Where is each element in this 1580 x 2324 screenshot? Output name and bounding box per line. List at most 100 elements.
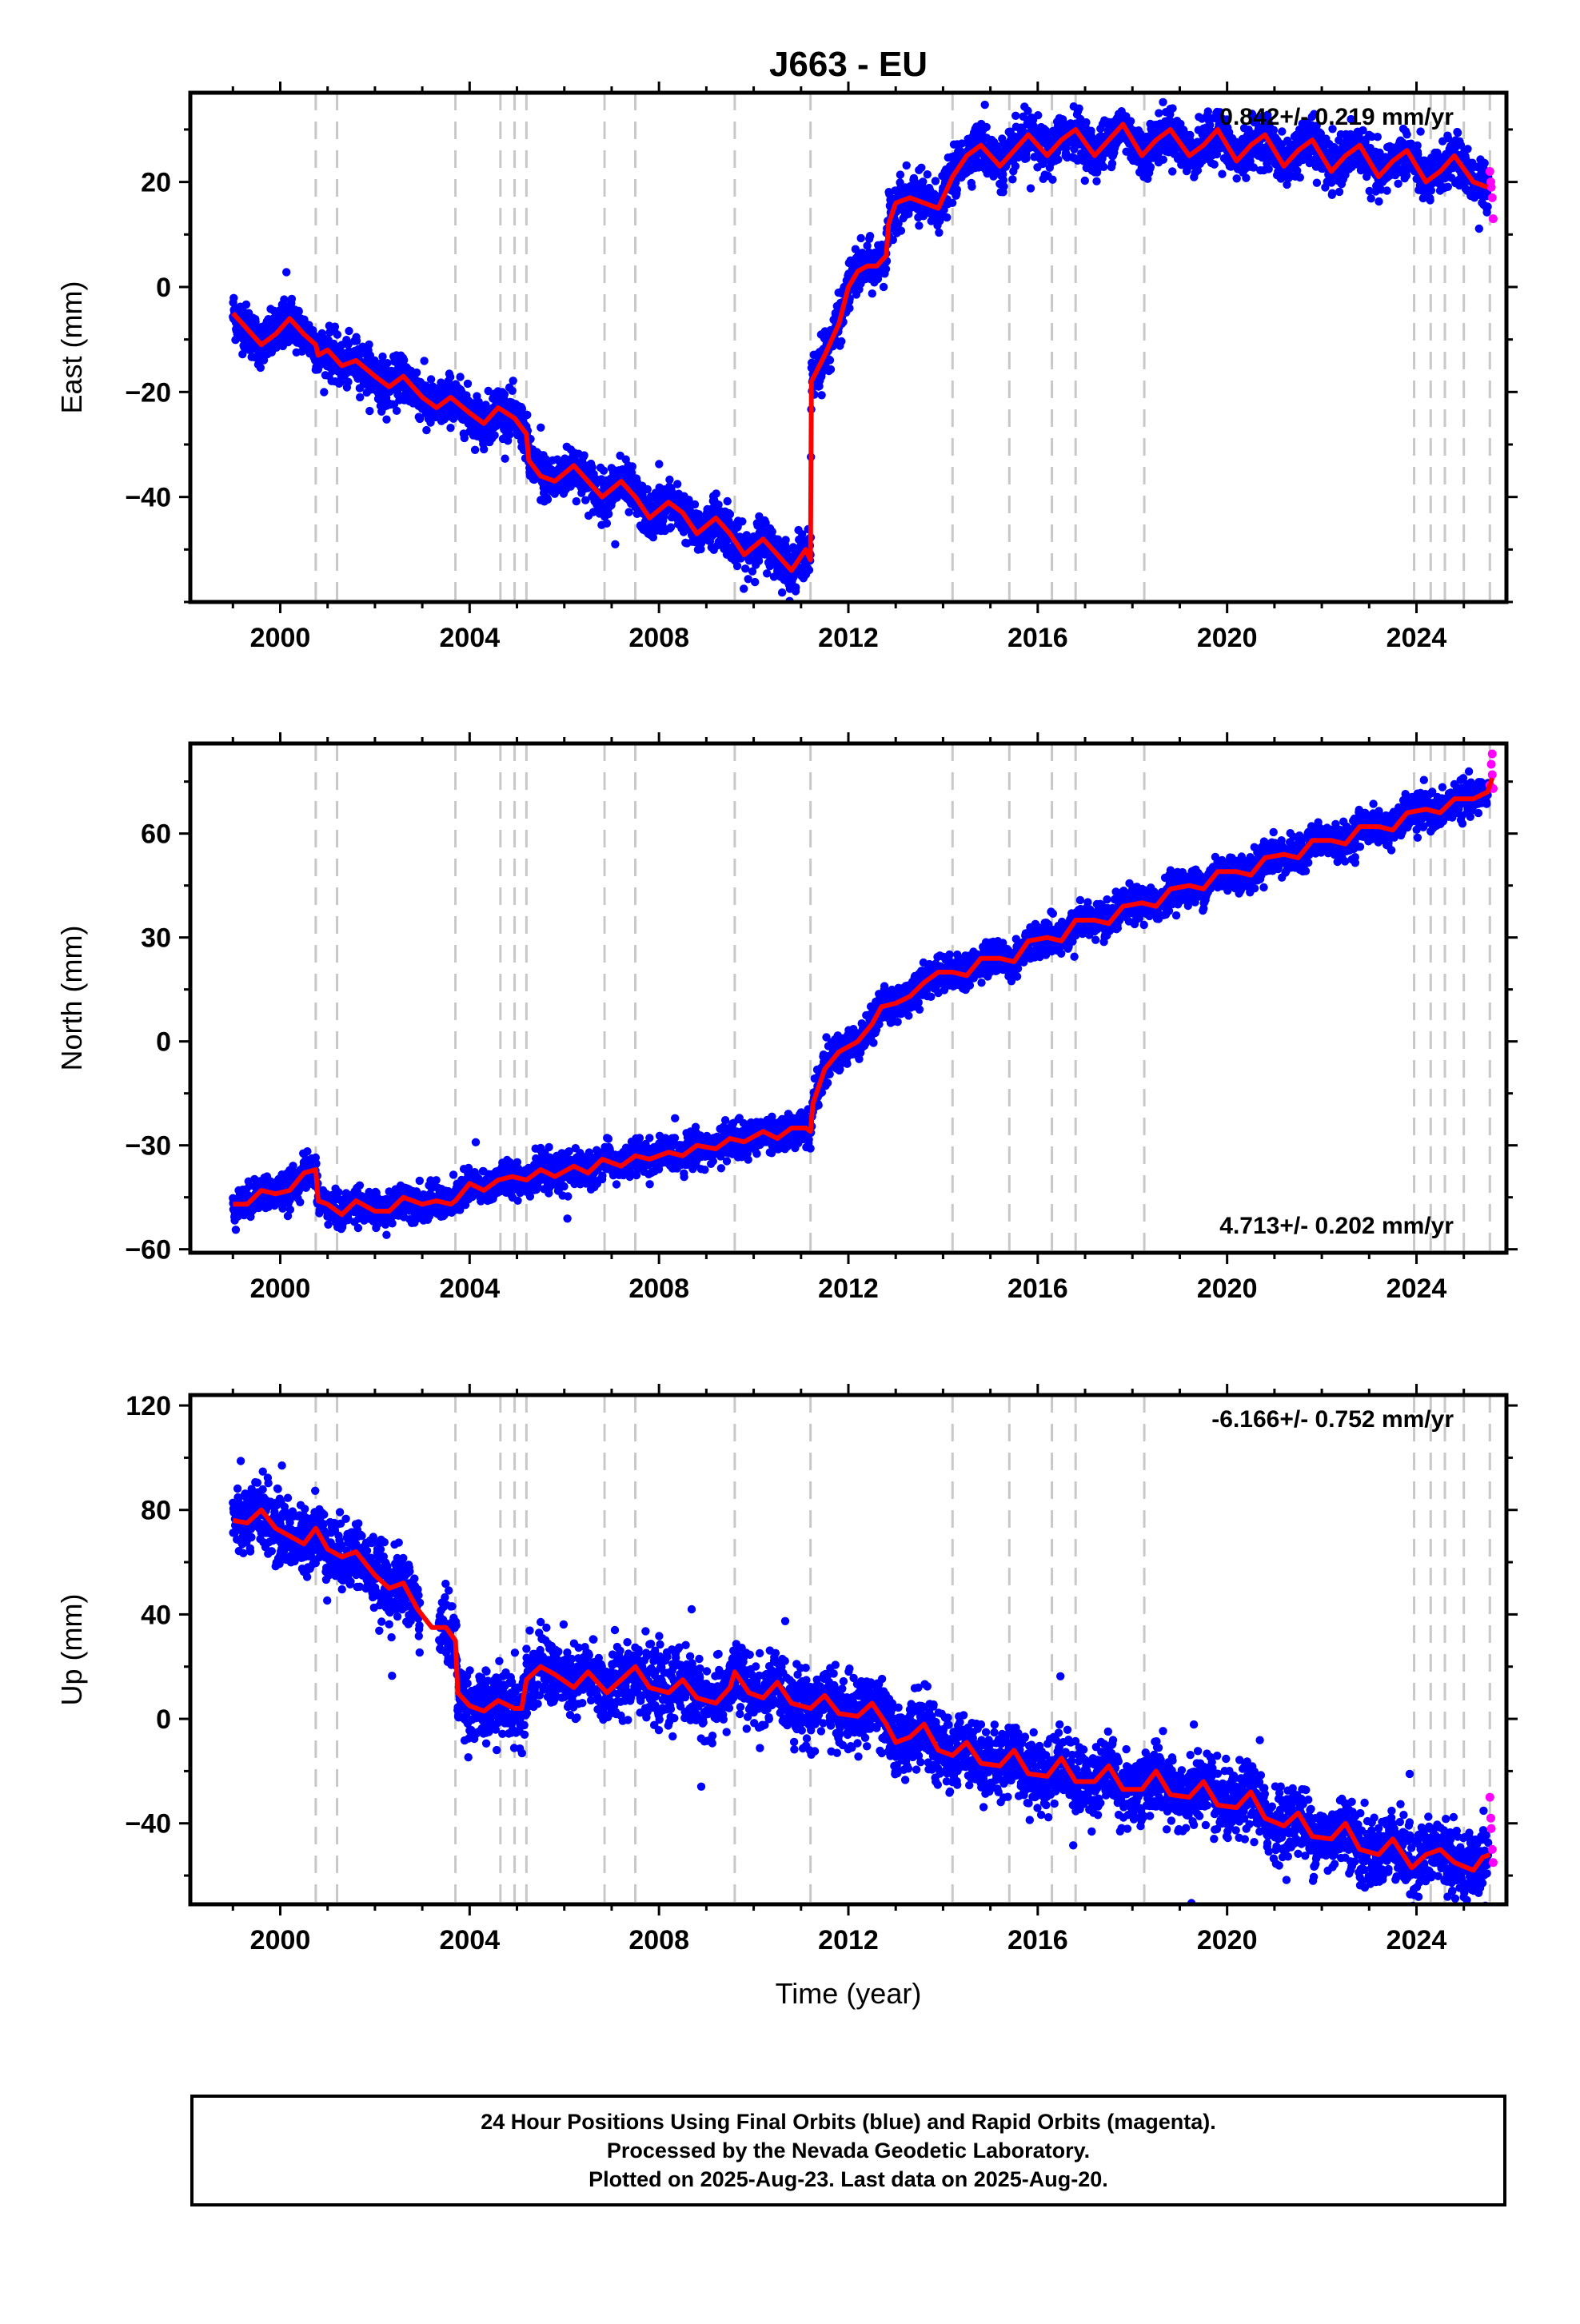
final-point <box>1420 185 1428 193</box>
final-point <box>1168 104 1176 112</box>
x-tick-label: 2012 <box>818 623 879 653</box>
final-point <box>1454 129 1462 137</box>
final-point <box>826 356 834 364</box>
final-point <box>345 327 353 335</box>
final-point <box>1375 197 1382 205</box>
final-point <box>778 588 786 596</box>
final-point <box>655 460 663 468</box>
final-point <box>665 476 673 484</box>
final-point <box>1159 156 1167 164</box>
final-point <box>420 357 428 365</box>
final-point <box>480 445 488 453</box>
final-point <box>628 462 636 470</box>
final-point <box>1475 225 1483 233</box>
rapid-point <box>1486 167 1494 176</box>
final-point <box>1027 184 1035 192</box>
final-point <box>781 536 789 544</box>
final-point <box>1178 161 1186 169</box>
final-point <box>509 387 517 395</box>
final-point <box>257 364 265 372</box>
final-point <box>353 349 361 357</box>
final-point <box>1444 183 1452 191</box>
plot-area <box>229 743 1498 1253</box>
final-point <box>1147 163 1155 171</box>
final-point <box>1022 154 1030 162</box>
final-point <box>837 337 845 345</box>
model-line <box>233 124 1487 570</box>
final-point <box>393 407 401 415</box>
final-point <box>611 540 619 548</box>
x-tick-label: 2016 <box>1007 623 1068 653</box>
final-point <box>490 431 498 439</box>
final-point <box>446 373 454 381</box>
final-point <box>1159 98 1167 106</box>
final-point <box>1092 177 1100 185</box>
final-point <box>1053 118 1061 126</box>
final-point <box>356 393 364 401</box>
final-point <box>897 226 905 234</box>
final-point <box>456 373 464 381</box>
final-point <box>580 451 588 459</box>
final-point <box>509 377 517 385</box>
y-tick-label: 0 <box>156 273 171 303</box>
final-point <box>573 497 581 505</box>
final-point <box>1328 189 1336 197</box>
final-point <box>1463 145 1471 153</box>
final-point <box>1242 174 1250 182</box>
final-point <box>953 185 961 193</box>
final-point <box>1426 196 1434 204</box>
final-point <box>751 578 759 586</box>
final-point <box>333 330 341 338</box>
final-point <box>999 182 1007 190</box>
final-point <box>983 123 991 131</box>
final-point <box>604 510 612 518</box>
final-point <box>1313 179 1321 187</box>
chart-title: J663 - EU <box>769 45 928 84</box>
final-point <box>600 467 608 475</box>
final-point <box>738 517 746 525</box>
final-point <box>790 607 798 615</box>
final-point <box>1099 163 1107 171</box>
final-point <box>792 587 800 595</box>
final-point <box>242 301 250 309</box>
final-point <box>1462 155 1470 163</box>
final-point <box>1194 166 1202 174</box>
final-point <box>544 496 552 504</box>
final-point <box>1233 174 1241 182</box>
final-point <box>691 500 699 508</box>
final-point <box>943 213 951 221</box>
final-point <box>724 497 732 505</box>
x-tick-label: 2004 <box>440 623 501 653</box>
rapid-point <box>1488 193 1497 202</box>
final-point <box>485 438 493 446</box>
final-point <box>880 283 888 291</box>
x-tick-label: 2024 <box>1386 623 1447 653</box>
final-point <box>446 424 454 432</box>
final-point <box>868 289 876 297</box>
final-point <box>1108 159 1116 167</box>
final-point <box>383 359 391 367</box>
final-point <box>770 557 778 565</box>
final-point <box>280 295 288 303</box>
final-point <box>320 388 328 396</box>
final-point <box>471 446 479 454</box>
y-tick-label: −20 <box>125 377 171 408</box>
y-axis-label: East (mm) <box>55 281 88 414</box>
final-point <box>1218 170 1226 178</box>
final-point <box>935 229 943 237</box>
final-point <box>924 170 932 178</box>
final-point <box>968 182 976 190</box>
final-point <box>712 489 720 497</box>
final-point <box>513 402 521 410</box>
final-point <box>1048 176 1056 184</box>
final-point <box>382 416 390 424</box>
final-point <box>1265 165 1273 173</box>
final-point <box>1382 186 1390 194</box>
final-point <box>1011 162 1019 170</box>
final-point <box>857 234 865 242</box>
final-point <box>1483 202 1491 210</box>
final-point <box>1367 194 1375 202</box>
final-point <box>365 407 373 415</box>
